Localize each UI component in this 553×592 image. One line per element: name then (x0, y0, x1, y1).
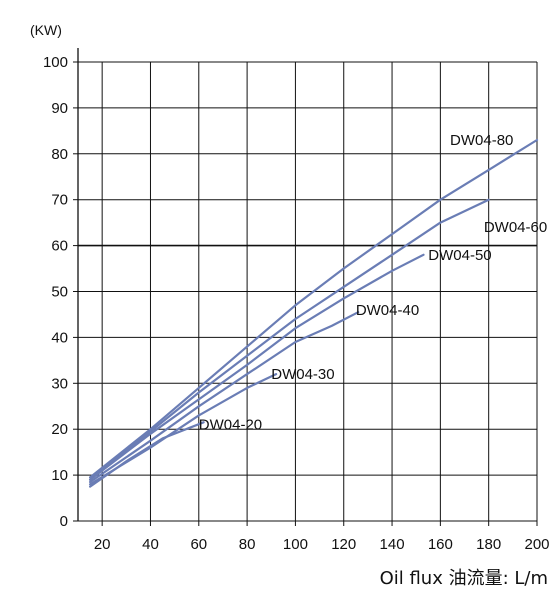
x-tick-label: 160 (428, 536, 453, 553)
y-tick-label: 50 (51, 284, 68, 301)
y-tick-label: 70 (51, 192, 68, 209)
series-label-dw04-50: DW04-50 (428, 247, 491, 264)
series-line-dw04-50 (88, 253, 425, 481)
x-axis-label: Oil flux 油流量: L/m (380, 568, 548, 589)
y-tick-label: 80 (51, 146, 68, 163)
grid (73, 48, 538, 526)
series-labels: DW04-20 DW04-30 DW04-40 DW04-50 DW04-60 DW04-… (199, 132, 547, 434)
y-tick-label: 10 (51, 467, 68, 484)
x-tick-label: 200 (524, 536, 549, 553)
x-tick-label: 100 (283, 536, 308, 553)
y-tick-label: 90 (51, 100, 68, 117)
x-tick-label: 180 (476, 536, 501, 553)
y-tick-label: 40 (51, 329, 68, 346)
x-tick-label: 20 (94, 536, 111, 553)
x-tick-label: 140 (380, 536, 405, 553)
series-line-dw04-80 (88, 138, 539, 479)
x-tick-label: 60 (190, 536, 207, 553)
y-tick-labels: 0 10 20 30 40 50 60 70 80 90 100 (43, 54, 68, 530)
x-tick-label: 120 (331, 536, 356, 553)
series-lines (88, 138, 539, 488)
series-line-dw04-30 (88, 373, 278, 486)
y-tick-label: 0 (60, 513, 68, 530)
y-unit-label: (KW) (30, 22, 62, 38)
y-tick-label: 100 (43, 54, 68, 71)
y-tick-label: 20 (51, 421, 68, 438)
series-line-dw04-60 (88, 198, 490, 481)
series-label-dw04-30: DW04-30 (271, 366, 334, 383)
x-tick-labels: 20 40 60 80 100 120 140 160 180 200 (94, 536, 550, 553)
x-tick-label: 40 (142, 536, 159, 553)
series-label-dw04-80: DW04-80 (450, 132, 513, 149)
series-label-dw04-60: DW04-60 (484, 219, 547, 236)
y-tick-label: 30 (51, 375, 68, 392)
y-tick-label: 60 (51, 238, 68, 255)
series-line-dw04-40 (88, 311, 360, 484)
series-label-dw04-40: DW04-40 (356, 302, 419, 319)
series-label-dw04-20: DW04-20 (199, 417, 262, 434)
x-tick-label: 80 (239, 536, 256, 553)
